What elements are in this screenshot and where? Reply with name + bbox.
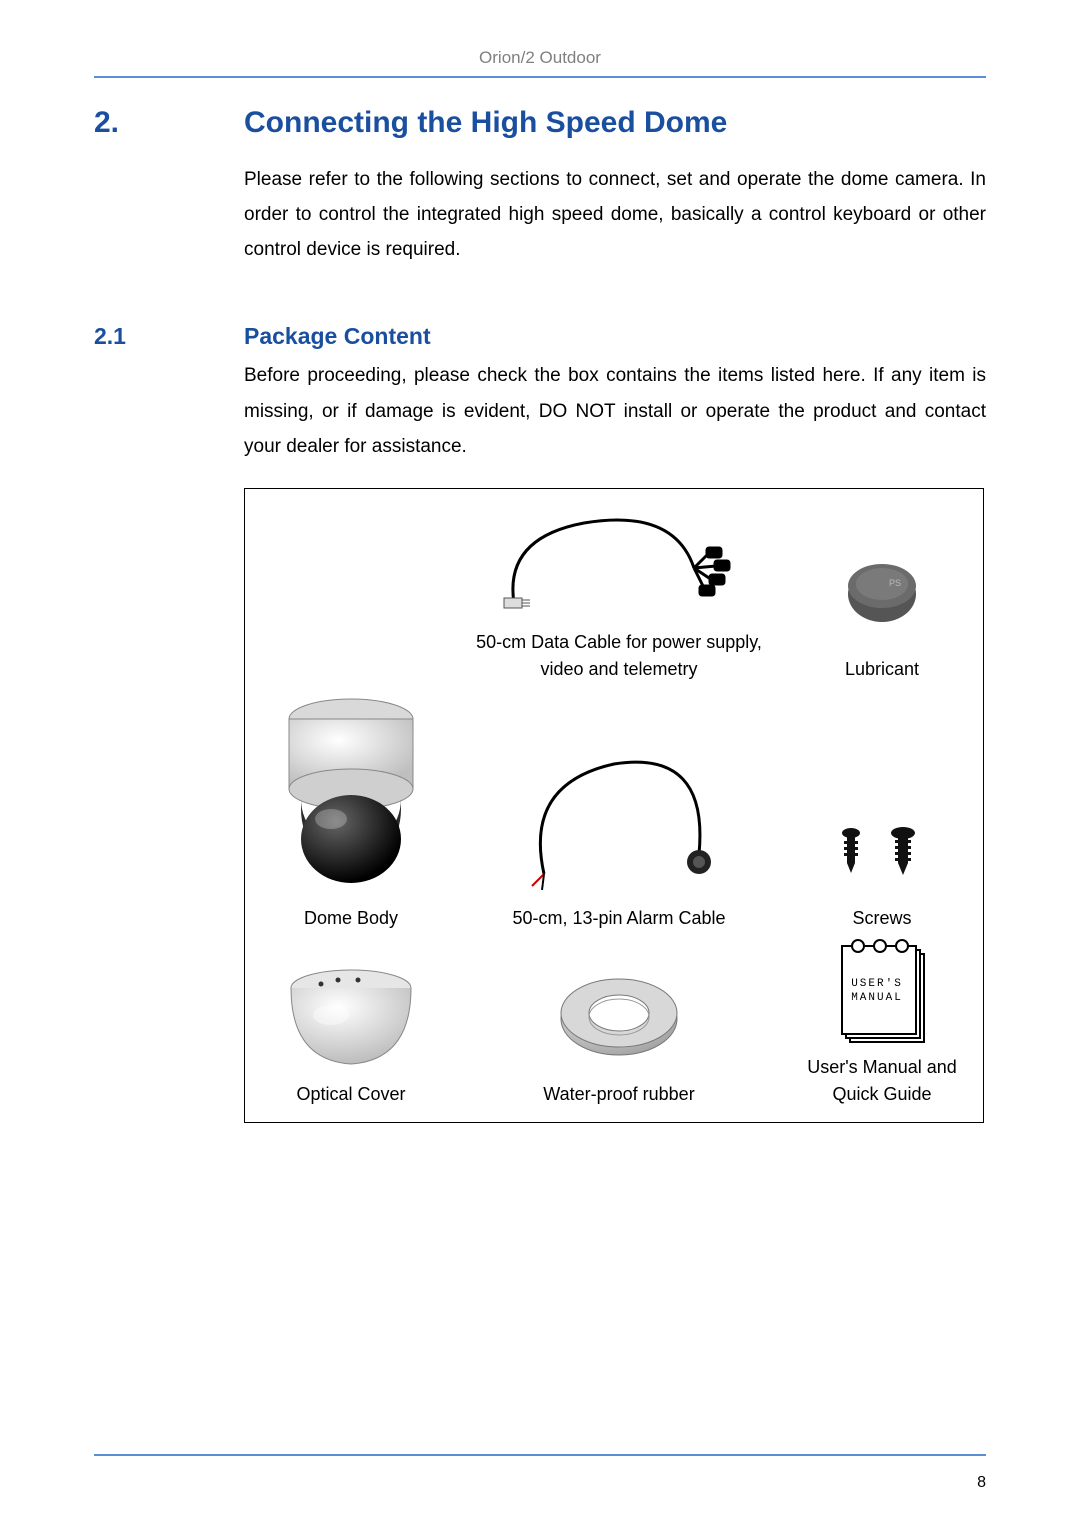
package-row: Optical Cover: [261, 938, 967, 1108]
dome-body-icon: [271, 689, 431, 899]
subsection-title: Package Content: [244, 323, 431, 350]
section-intro: Please refer to the following sections t…: [244, 162, 986, 267]
screws-icon: [827, 827, 937, 887]
waterproof-rubber-caption: Water-proof rubber: [469, 1081, 769, 1108]
package-cell-manual: USER'S MANUAL User's Manual and Quick Gu…: [797, 938, 967, 1108]
optical-cover-icon: [276, 960, 426, 1070]
package-row: Dome Body 50-cm, 13-pin Alarm Cable: [261, 689, 967, 932]
section-number: 2.: [94, 106, 244, 140]
manual-caption-line1: User's Manual and: [807, 1057, 957, 1077]
lubricant-icon: PS: [837, 550, 927, 630]
lubricant-caption: Lubricant: [797, 656, 967, 683]
top-rule: [94, 76, 986, 78]
package-cell-waterproof-rubber: Water-proof rubber: [469, 955, 769, 1108]
package-cell-domebody: Dome Body: [261, 689, 441, 932]
subsection-number: 2.1: [94, 323, 244, 350]
svg-text:PS: PS: [889, 578, 901, 588]
package-cell-lubricant: PS Lubricant: [797, 530, 967, 683]
subsection-heading: 2.1 Package Content: [94, 323, 986, 350]
running-head: Orion/2 Outdoor: [94, 48, 986, 68]
users-manual-icon: USER'S MANUAL: [839, 945, 925, 1041]
package-cell-alarm-cable: 50-cm, 13-pin Alarm Cable: [469, 739, 769, 932]
screws-caption: Screws: [797, 905, 967, 932]
waterproof-rubber-icon: [544, 965, 694, 1065]
alarm-cable-caption: 50-cm, 13-pin Alarm Cable: [469, 905, 769, 932]
data-cable-caption: 50-cm Data Cable for power supply, video…: [469, 629, 769, 683]
manual-text-line1: USER'S: [851, 978, 903, 990]
package-cell-screws: Screws: [797, 727, 967, 932]
bottom-rule: [94, 1454, 986, 1456]
subsection-intro: Before proceeding, please check the box …: [244, 358, 986, 463]
dome-body-caption: Dome Body: [261, 905, 441, 932]
optical-cover-caption: Optical Cover: [261, 1081, 441, 1108]
package-cell-data-cable: 50-cm Data Cable for power supply, video…: [469, 503, 769, 683]
section-heading: 2. Connecting the High Speed Dome: [94, 106, 986, 140]
manual-text-line2: MANUAL: [851, 992, 903, 1004]
section-title: Connecting the High Speed Dome: [244, 106, 727, 140]
page: Orion/2 Outdoor 2. Connecting the High S…: [0, 0, 1080, 1528]
data-cable-icon: [494, 508, 744, 618]
package-cell-optical-cover: Optical Cover: [261, 955, 441, 1108]
manual-caption-line2: Quick Guide: [832, 1084, 931, 1104]
alarm-cable-icon: [504, 744, 734, 894]
package-row: 50-cm Data Cable for power supply, video…: [261, 503, 967, 683]
page-number: 8: [977, 1474, 986, 1492]
package-content-frame: 50-cm Data Cable for power supply, video…: [244, 488, 984, 1123]
